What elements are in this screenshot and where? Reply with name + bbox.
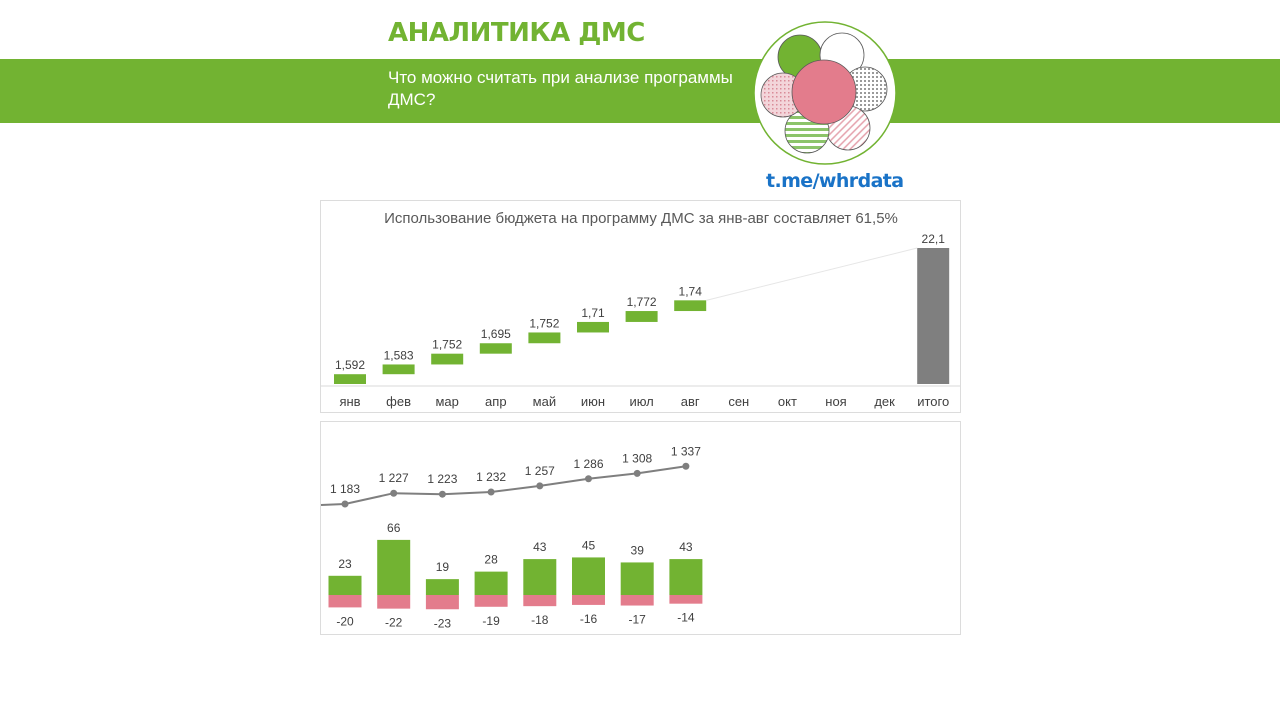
negative-value-label: -17 xyxy=(629,613,647,627)
line-point xyxy=(341,500,349,508)
x-tick-label: апр xyxy=(485,394,507,409)
brand-title: АНАЛИТИКА ДМС xyxy=(388,18,645,48)
positive-bar xyxy=(377,539,411,595)
negative-value-label: -22 xyxy=(385,616,403,630)
bar-value-label: 1,583 xyxy=(384,348,414,362)
flower-logo-icon xyxy=(753,21,897,165)
negative-bar xyxy=(669,595,703,604)
line-value-label: 1 183 xyxy=(330,482,360,496)
positive-value-label: 28 xyxy=(484,553,498,567)
trend-connector-line xyxy=(706,247,918,301)
line-value-label: 1 308 xyxy=(622,451,652,465)
x-tick-label: июл xyxy=(629,394,653,409)
line-value-label: 1 257 xyxy=(525,464,555,478)
waterfall-bar xyxy=(528,332,561,344)
x-tick-label: авг xyxy=(681,394,700,409)
total-bar xyxy=(917,248,950,384)
line-point xyxy=(438,490,446,498)
combo-chart-svg: 1 183 1 227 1 223 1 232 1 257 1 286 1 308 1 337… xyxy=(321,444,703,630)
x-tick-label: сен xyxy=(728,394,749,409)
line-point xyxy=(633,469,641,477)
line-value-label: 1 227 xyxy=(379,471,409,485)
bar-value-label: 1,695 xyxy=(481,327,511,341)
waterfall-bar xyxy=(674,300,707,312)
x-tick-label: мар xyxy=(435,394,458,409)
positive-value-label: 43 xyxy=(679,540,693,554)
x-tick-label: дек xyxy=(874,394,895,409)
bar-value-label: 1,592 xyxy=(335,358,365,372)
positive-value-label: 39 xyxy=(631,543,645,557)
line-value-label: 1 286 xyxy=(573,457,603,471)
x-tick-label: май xyxy=(533,394,556,409)
positive-bar xyxy=(620,562,654,595)
budget-waterfall-chart: Использование бюджета на программу ДМС з… xyxy=(320,200,961,413)
x-tick-label: июн xyxy=(581,394,605,409)
waterfall-chart-svg: Использование бюджета на программу ДМС з… xyxy=(321,210,960,409)
waterfall-bar xyxy=(625,311,658,322)
bar-value-label: 22,1 xyxy=(922,232,946,246)
bar-value-label: 1,71 xyxy=(581,306,605,320)
positive-value-label: 43 xyxy=(533,540,547,554)
negative-bar xyxy=(523,595,557,607)
negative-value-label: -19 xyxy=(482,614,500,628)
line-point xyxy=(390,489,398,497)
header-band xyxy=(0,59,1280,123)
positive-bar xyxy=(572,557,605,595)
waterfall-bar xyxy=(334,374,366,384)
line-point xyxy=(585,475,592,483)
negative-value-label: -18 xyxy=(531,613,549,627)
positive-bar xyxy=(425,579,459,595)
waterfall-bar xyxy=(431,353,464,365)
chart-title: Использование бюджета на программу ДМС з… xyxy=(384,210,898,227)
negative-value-label: -16 xyxy=(580,612,598,626)
telegram-link[interactable]: t.me/whrdata xyxy=(766,170,904,192)
bar-value-label: 1,74 xyxy=(679,284,703,298)
negative-value-label: -23 xyxy=(434,616,452,630)
x-tick-label: итого xyxy=(917,394,949,409)
negative-value-label: -14 xyxy=(677,611,695,625)
x-tick-label: янв xyxy=(339,394,360,409)
x-tick-label: окт xyxy=(778,394,797,409)
monthly-combo-chart: 1 183 1 227 1 223 1 232 1 257 1 286 1 308 1 337… xyxy=(320,421,961,635)
waterfall-bar xyxy=(479,343,512,354)
bar-value-label: 1,772 xyxy=(627,295,657,309)
negative-bar xyxy=(620,595,654,606)
x-tick-label: фев xyxy=(386,394,411,409)
line-value-label: 1 223 xyxy=(427,472,457,486)
line-point xyxy=(682,462,690,470)
x-tick-label: ноя xyxy=(825,394,846,409)
positive-bar xyxy=(669,559,703,595)
negative-bar xyxy=(572,595,605,605)
positive-value-label: 23 xyxy=(338,557,352,571)
bar-value-label: 1,752 xyxy=(529,316,559,330)
positive-value-label: 45 xyxy=(582,538,596,552)
positive-value-label: 19 xyxy=(436,560,450,574)
line-point xyxy=(536,482,544,490)
page-subtitle: Что можно считать при анализе программы … xyxy=(388,68,733,109)
positive-bar xyxy=(328,575,362,595)
line-value-label: 1 337 xyxy=(671,444,701,458)
line-point xyxy=(487,488,495,496)
positive-bar xyxy=(474,571,508,595)
positive-bar xyxy=(523,559,557,595)
negative-value-label: -20 xyxy=(336,614,354,628)
bar-value-label: 1,752 xyxy=(432,338,462,352)
line-value-label: 1 232 xyxy=(476,470,506,484)
negative-bar xyxy=(377,595,411,609)
negative-bar xyxy=(474,595,508,607)
waterfall-bar xyxy=(382,364,415,375)
negative-bar xyxy=(425,595,459,610)
waterfall-bar xyxy=(577,321,609,333)
positive-value-label: 66 xyxy=(387,521,401,535)
negative-bar xyxy=(328,595,362,608)
